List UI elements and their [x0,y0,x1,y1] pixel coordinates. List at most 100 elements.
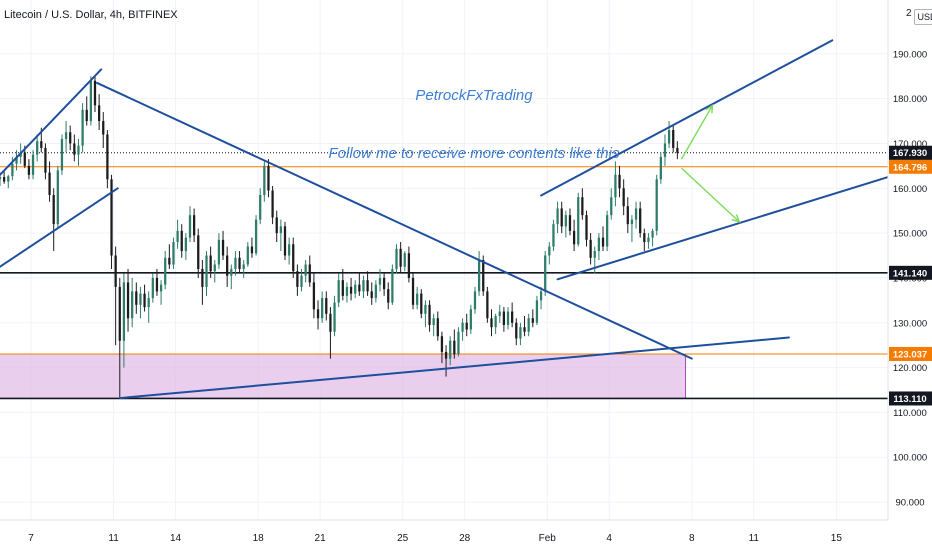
candle-body [263,165,266,195]
candle-body [477,260,481,292]
candle-body [85,109,88,122]
candle-body [473,291,477,310]
candle-body [614,174,617,198]
candle-body [374,284,377,299]
candle-body [304,264,307,276]
candle-body [151,277,154,299]
price-label-text: 123.037 [893,349,927,360]
candle-body [387,289,390,303]
candle-body [221,239,225,256]
candle-body [436,318,439,337]
candle-body [321,298,324,319]
candle-body [287,244,291,256]
y-tick-label: 100.000 [893,453,927,464]
candle-body [325,298,328,314]
candle-body [341,280,344,296]
candle-body [106,134,109,180]
candle-body [486,291,489,319]
candles-layer [0,76,679,399]
candle-body [370,291,373,299]
support-zone-layer [0,353,687,399]
candle-body [411,277,415,305]
candle-body [519,327,522,339]
candle-body [465,322,468,330]
x-tick-label: 21 [315,533,327,544]
candle-body [213,264,216,272]
candle-body [242,264,245,269]
x-tick-label: 28 [459,533,471,544]
candle-body [217,239,221,265]
candle-body [667,130,671,144]
candle-body [267,165,270,191]
candle-body [511,311,514,323]
candle-body [197,235,200,269]
candle-body [428,304,431,325]
arrows-layer [680,103,741,223]
candle-body [395,248,398,269]
candle-body [378,277,382,285]
candle-body [333,302,336,332]
x-tick-label: 25 [397,533,409,544]
candle-body [201,268,204,287]
candle-body [52,195,55,225]
candle-body [226,255,229,276]
candle-body [0,177,2,180]
candle-body [27,165,31,175]
x-tick-label: 11 [749,533,760,544]
trendline [556,176,889,281]
candle-body [606,215,609,247]
y-tick-label: 90.000 [895,498,924,509]
symbol-title: Litecoin / U.S. Dollar, 4h, BITFINEX [4,9,178,21]
candle-body [424,304,427,314]
candle-body [577,197,580,245]
candle-body [259,195,262,220]
candle-body [48,172,51,195]
candle-body [548,246,551,256]
candle-body [639,208,642,234]
candle-body [444,351,448,359]
candle-body [461,322,464,332]
price-label-text: 167.930 [893,148,927,159]
candle-body [482,260,485,292]
candle-body [593,251,596,258]
candle-body [114,255,117,287]
candle-body [40,141,43,148]
candle-body [655,179,658,231]
y-tick-label: 160.000 [893,184,927,195]
projection-arrow-head [731,214,741,223]
candle-body [69,132,72,144]
y-tick-label: 190.000 [893,49,927,60]
candle-body [126,282,130,319]
x-tick-label: 18 [253,533,265,544]
horizontal-levels-layer [0,152,888,400]
candle-body [494,316,497,328]
support-zone [0,353,686,399]
candle-body [564,215,567,227]
candle-body [64,132,68,139]
candle-body [362,280,365,292]
candle-body [312,282,316,310]
candle-body [205,255,208,287]
candle-body [188,215,192,238]
y-tick-label: 180.000 [893,94,927,105]
currency-badge[interactable]: USD [914,9,932,25]
candle-body [81,109,84,146]
candle-body [209,255,212,272]
candle-body [118,286,121,341]
x-tick-label: Feb [539,533,557,544]
price-label-tag [889,265,932,280]
candle-body [308,264,311,283]
x-tick-label: 4 [606,533,612,544]
candle-body [300,275,303,287]
candle-body [552,224,555,247]
candle-body [89,80,93,122]
candle-body [449,340,452,359]
candle-body [672,130,675,148]
candle-body [77,145,80,155]
candle-body [515,322,518,339]
time-axis[interactable]: 7 11 14 18 21 25 28 Feb 4 8 11 15 [28,533,842,544]
x-tick-label: 11 [108,533,119,544]
candle-body [246,246,249,265]
